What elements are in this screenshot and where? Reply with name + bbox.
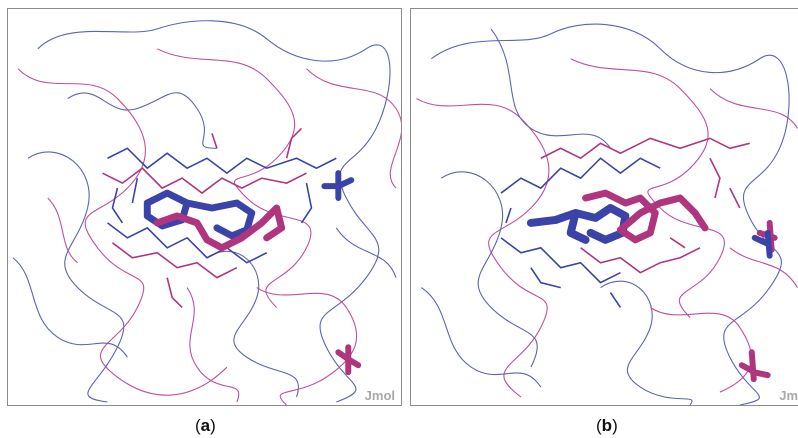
backbone-traces-b bbox=[416, 23, 798, 405]
molecule-viewer-b[interactable]: Jmo bbox=[410, 8, 798, 406]
panel-caption-a: (a) bbox=[195, 416, 216, 435]
ligand-stick-model-b bbox=[526, 189, 778, 383]
backbone-traces-a bbox=[12, 20, 401, 405]
residue-wireframe-b bbox=[500, 137, 750, 308]
ligand-stick-model-a bbox=[143, 170, 362, 376]
molecule-viewer-a[interactable]: Jmol bbox=[7, 8, 402, 406]
structure-render-b bbox=[416, 23, 798, 405]
jmol-watermark-b: Jmo bbox=[779, 388, 798, 403]
residue-wireframe-a bbox=[102, 127, 337, 309]
panel-caption-b: (b) bbox=[596, 416, 618, 435]
structure-render-a bbox=[12, 20, 401, 405]
jmol-watermark-a: Jmol bbox=[364, 388, 395, 403]
